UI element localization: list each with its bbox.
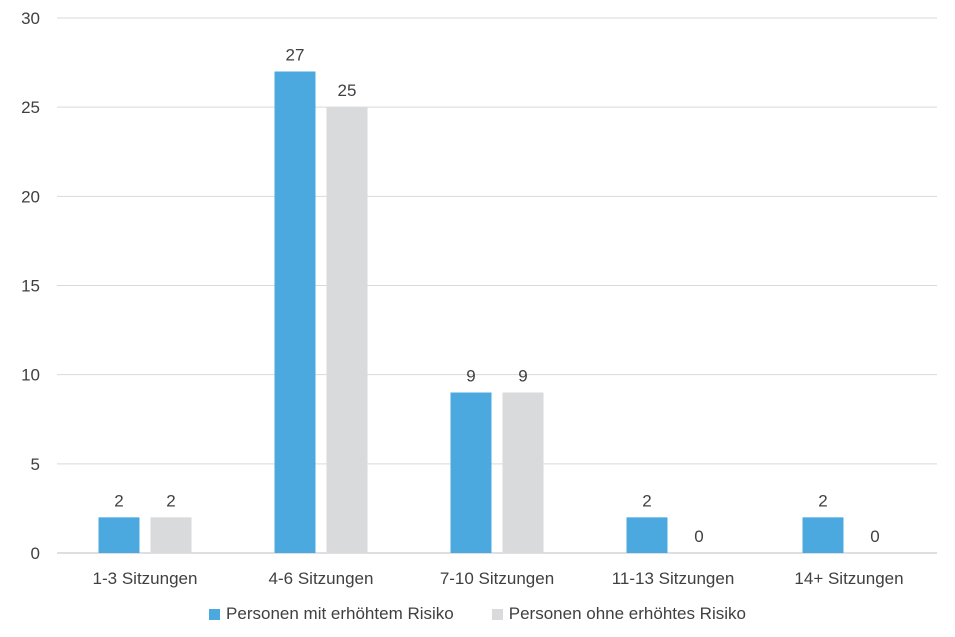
legend-item-series-1: Personen mit erhöhtem Risiko xyxy=(209,604,454,624)
bar-series-1-5 xyxy=(802,517,844,553)
x-tick-label-2: 4-6 Sitzungen xyxy=(269,569,374,588)
y-tick-label-5: 5 xyxy=(31,455,40,474)
data-labels: 2 2 27 25 9 9 2 0 2 0 xyxy=(114,46,879,547)
y-tick-label-10: 10 xyxy=(21,366,40,385)
y-tick-label-0: 0 xyxy=(31,544,40,563)
bar-series-1-2 xyxy=(274,71,316,553)
legend: Personen mit erhöhtem Risiko Personen oh… xyxy=(0,604,955,624)
bar-series-1-3 xyxy=(450,392,492,553)
x-tick-label-1: 1-3 Sitzungen xyxy=(93,569,198,588)
y-tick-label-25: 25 xyxy=(21,98,40,117)
bars xyxy=(98,71,844,554)
x-tick-label-5: 14+ Sitzungen xyxy=(794,569,903,588)
x-tick-label-4: 11-13 Sitzungen xyxy=(612,569,735,588)
y-tick-label-30: 30 xyxy=(21,9,40,28)
bar-series-2-1 xyxy=(150,517,192,553)
data-label-series-1-2: 27 xyxy=(286,46,305,65)
data-label-series-1-1: 2 xyxy=(114,491,123,510)
data-label-series-2-2: 25 xyxy=(338,81,357,100)
data-label-series-1-3: 9 xyxy=(466,367,475,386)
bar-series-1-1 xyxy=(98,517,140,553)
data-label-series-2-5: 0 xyxy=(870,527,879,546)
legend-item-series-2: Personen ohne erhöhtes Risiko xyxy=(491,604,746,624)
x-tick-label-3: 7-10 Sitzungen xyxy=(440,569,554,588)
legend-label-series-1: Personen mit erhöhtem Risiko xyxy=(226,604,454,623)
y-tick-label-20: 20 xyxy=(21,187,40,206)
data-label-series-1-4: 2 xyxy=(642,491,651,510)
data-label-series-2-4: 0 xyxy=(694,527,703,546)
legend-label-series-2: Personen ohne erhöhtes Risiko xyxy=(508,604,746,623)
bar-series-2-2 xyxy=(326,107,368,554)
gridlines xyxy=(57,17,937,554)
data-label-series-2-3: 9 xyxy=(518,367,527,386)
x-axis-ticks: 1-3 Sitzungen 4-6 Sitzungen 7-10 Sitzungen… xyxy=(93,569,904,588)
data-label-series-1-5: 2 xyxy=(818,491,827,510)
y-axis-ticks: 0 5 10 15 20 25 30 xyxy=(21,9,40,563)
legend-swatch-series-1 xyxy=(209,608,221,620)
legend-swatch-series-2 xyxy=(491,608,503,620)
bar-series-2-3 xyxy=(502,392,544,553)
y-tick-label-15: 15 xyxy=(21,277,40,296)
data-label-series-2-1: 2 xyxy=(166,491,175,510)
bar-series-1-4 xyxy=(626,517,668,553)
